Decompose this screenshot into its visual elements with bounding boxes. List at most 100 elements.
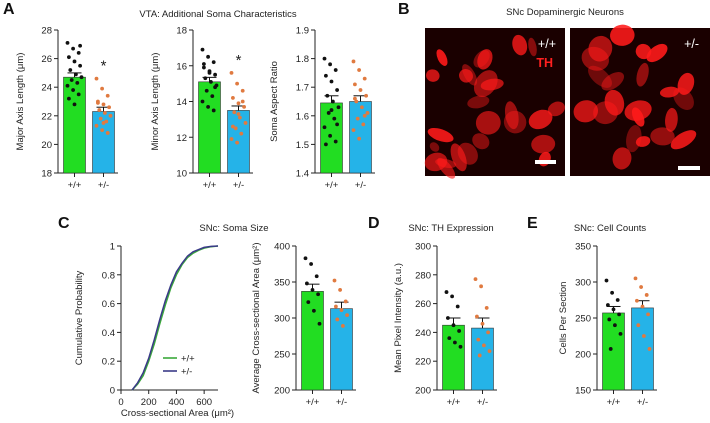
micrograph-stain-label: TH xyxy=(536,56,553,70)
y-tick-label: 260 xyxy=(415,299,431,310)
data-point xyxy=(607,317,612,322)
data-point xyxy=(238,115,242,120)
data-point xyxy=(640,304,645,309)
y-tick-label: 1.7 xyxy=(296,83,309,94)
data-point xyxy=(71,46,75,51)
data-point xyxy=(231,124,235,129)
x-axis-label: Cross-sectional Area (μm²) xyxy=(121,408,234,419)
data-point xyxy=(479,284,483,289)
data-point xyxy=(104,119,109,124)
data-point xyxy=(303,256,308,261)
data-point xyxy=(615,298,620,302)
neuron-soma xyxy=(631,107,645,127)
scale-bar-right xyxy=(678,166,700,170)
data-point xyxy=(355,116,360,121)
series-line-heterozygous xyxy=(131,245,219,391)
panel-title-c: SNc: Soma Size xyxy=(199,223,268,234)
data-point xyxy=(305,281,309,286)
data-point xyxy=(360,105,364,110)
y-tick-label: 1.5 xyxy=(296,140,309,151)
neuron-soma xyxy=(503,110,527,134)
data-point xyxy=(306,300,311,305)
scale-bar-left xyxy=(535,160,556,164)
bar-heterozygous xyxy=(471,327,494,391)
data-point xyxy=(202,65,206,70)
data-point xyxy=(335,317,340,322)
y-tick-label: 350 xyxy=(274,278,290,289)
panel-title-b: SNc Dopaminergic Neurons xyxy=(506,7,624,18)
data-point xyxy=(633,276,638,281)
data-point xyxy=(365,111,370,115)
data-point xyxy=(339,308,344,312)
data-point xyxy=(108,113,113,118)
significance-marker: * xyxy=(236,52,242,69)
data-point xyxy=(229,137,234,141)
neuron-soma xyxy=(650,127,675,146)
data-point xyxy=(486,330,490,335)
bar-wildtype xyxy=(63,76,86,174)
data-point xyxy=(639,285,643,289)
data-point xyxy=(71,88,75,92)
data-point xyxy=(345,313,349,318)
data-point xyxy=(100,86,104,91)
data-point xyxy=(473,277,478,282)
major-axis-bar-chart: 18 20 22 24 26 28 Major Axis Length (μm) +/+ +/-… xyxy=(15,26,118,191)
th-expression-bar-chart: 200 220 240 260 280 300 Mean Pixel Intensity (… xyxy=(393,242,497,408)
neuron-soma xyxy=(512,34,528,56)
data-point xyxy=(647,347,652,351)
y-tick-label: 1.6 xyxy=(296,111,309,122)
y-tick-label: 10 xyxy=(176,169,187,180)
neuron-soma xyxy=(547,101,565,117)
micrograph-wildtype: +/+ TH xyxy=(424,28,565,179)
x-tick-label: +/- xyxy=(336,397,347,408)
y-tick-label: 18 xyxy=(176,26,187,37)
data-point xyxy=(611,307,616,312)
y-tick-label: 22 xyxy=(41,111,52,122)
data-point xyxy=(613,323,617,328)
data-point xyxy=(331,99,335,104)
data-point xyxy=(314,274,319,279)
x-tick-label: +/- xyxy=(98,180,109,191)
data-point xyxy=(338,288,342,292)
data-point xyxy=(604,278,609,283)
x-tick-label: 400 xyxy=(168,397,184,408)
data-point xyxy=(354,99,359,104)
data-point xyxy=(333,139,338,144)
y-tick-label: 20 xyxy=(41,140,52,151)
bar-wildtype xyxy=(301,291,324,391)
x-tick-label: 0 xyxy=(118,397,123,408)
x-tick-label: +/- xyxy=(233,180,244,191)
neuron-soma xyxy=(588,35,613,62)
neuron-soma xyxy=(528,37,537,57)
data-point xyxy=(76,92,81,97)
data-point xyxy=(232,110,237,115)
y-tick-label: 14 xyxy=(176,97,187,108)
data-point xyxy=(453,340,457,345)
data-point xyxy=(105,93,110,98)
data-point xyxy=(235,81,240,86)
micrograph-genotype-het: +/- xyxy=(684,37,699,51)
data-point xyxy=(103,111,107,115)
y-tick-label: 28 xyxy=(41,26,52,37)
data-point xyxy=(240,99,245,104)
neuron-soma xyxy=(635,136,651,147)
neuron-soma xyxy=(636,62,649,87)
data-point xyxy=(325,93,330,98)
y-tick-label: 1.8 xyxy=(296,54,309,65)
y-tick-label: 280 xyxy=(415,270,431,281)
x-tick-label: +/+ xyxy=(325,180,339,191)
data-point xyxy=(336,105,341,110)
data-point xyxy=(487,349,492,354)
x-tick-label: +/- xyxy=(355,180,366,191)
bar-wildtype xyxy=(442,324,465,391)
y-axis-label: Major Axis Length (μm) xyxy=(15,53,26,151)
neuron-soma xyxy=(528,109,553,130)
data-point xyxy=(74,72,78,77)
data-point xyxy=(78,63,82,68)
y-tick-label: 26 xyxy=(41,54,52,65)
data-point xyxy=(351,59,356,64)
data-point xyxy=(67,55,71,60)
data-point xyxy=(211,60,216,65)
y-tick-label: 1.4 xyxy=(296,169,309,180)
